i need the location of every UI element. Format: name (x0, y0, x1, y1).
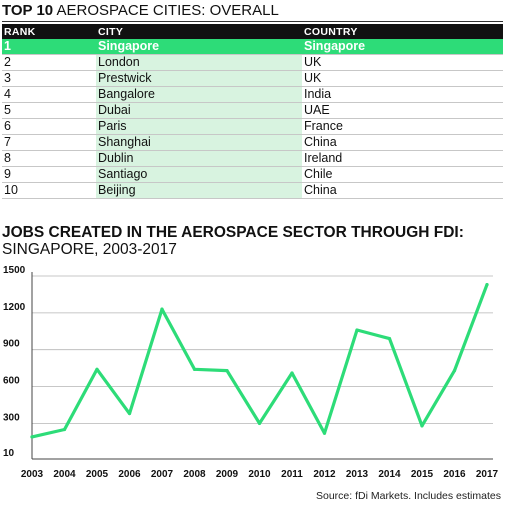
table-row: 7 Shanghai China (2, 134, 503, 151)
table-title-rest: AEROSPACE CITIES: OVERALL (56, 2, 279, 19)
table-title: TOP 10 AEROSPACE CITIES: OVERALL (2, 1, 279, 21)
city-cell: Bangalore (96, 86, 244, 103)
table-row: 4 Bangalore India (2, 86, 503, 103)
y-tick-label: 300 (3, 412, 20, 423)
country-cell: France (302, 118, 503, 135)
x-tick-label: 2015 (411, 469, 434, 480)
x-tick-label: 2011 (281, 469, 303, 480)
title-rule (2, 21, 503, 22)
x-tick-label: 2008 (183, 469, 206, 480)
table-header-row: RANK CITY COUNTRY (2, 24, 503, 39)
city-cell: London (96, 54, 244, 71)
data-point (225, 368, 229, 373)
x-tick-label: 2007 (151, 469, 174, 480)
country-cell: UAE (302, 102, 503, 119)
data-point (62, 427, 67, 432)
country-cell: UK (302, 54, 503, 71)
y-tick-label: 1500 (3, 265, 26, 276)
data-point (290, 371, 294, 375)
rank-cell: 4 (2, 86, 96, 103)
city-cell: Santiago (96, 166, 244, 183)
table-row: 6 Paris France (2, 118, 503, 135)
table-row: 8 Dublin Ireland (2, 150, 503, 167)
header-rank: RANK (2, 24, 96, 39)
data-point (160, 307, 164, 311)
rank-cell: 7 (2, 134, 96, 151)
data-point (485, 282, 489, 287)
city-cell: Dublin (96, 150, 244, 167)
data-point (127, 411, 132, 416)
x-tick-label: 2016 (443, 469, 466, 480)
x-tick-label: 2017 (476, 469, 499, 480)
y-tick-label: 600 (3, 376, 20, 387)
x-tick-label: 2006 (118, 469, 141, 480)
country-cell: India (302, 86, 503, 103)
x-tick-label: 2014 (378, 469, 401, 480)
table-row: 10 Beijing China (2, 182, 503, 199)
chart-subtitle: SINGAPORE, 2003-2017 (2, 241, 177, 258)
data-point (322, 431, 327, 435)
rank-cell: 1 (2, 39, 96, 55)
table-row: 2 London UK (2, 54, 503, 71)
x-tick-label: 2005 (86, 469, 109, 480)
line-chart: 10 300 600 900 1200 1500 2003 2004 2005 2006 2007 2… (3, 265, 499, 480)
data-point (387, 337, 392, 341)
y-tick-label: 900 (3, 339, 20, 350)
header-city: CITY (96, 24, 244, 39)
source-note: Source: fDi Markets. Includes estimates (316, 490, 501, 502)
x-tick-label: 2009 (216, 469, 239, 480)
data-point (420, 424, 424, 428)
header-country: COUNTRY (302, 24, 503, 39)
series-line (30, 283, 489, 439)
country-cell: UK (302, 70, 503, 87)
rank-cell: 5 (2, 102, 96, 119)
city-cell: Beijing (96, 182, 244, 199)
rank-table: RANK CITY COUNTRY 1 Singapore Singapore 2 Lo… (2, 24, 503, 199)
table-title-bold: TOP 10 (2, 2, 54, 19)
rank-cell: 3 (2, 70, 96, 87)
rank-cell: 9 (2, 166, 96, 183)
x-tick-label: 2004 (53, 469, 76, 480)
data-point (452, 368, 457, 373)
rank-cell: 2 (2, 54, 96, 71)
chart-title: JOBS CREATED IN THE AEROSPACE SECTOR THR… (2, 224, 464, 241)
rank-cell: 8 (2, 150, 96, 167)
country-cell: China (302, 182, 503, 199)
city-cell: Paris (96, 118, 244, 135)
city-cell: Singapore (96, 39, 244, 55)
x-tick-label: 2013 (346, 469, 369, 480)
x-tick-label: 2012 (313, 469, 336, 480)
rank-cell: 10 (2, 182, 96, 199)
city-cell: Dubai (96, 102, 244, 119)
y-tick-label: 1200 (3, 302, 26, 313)
table-row: 9 Santiago Chile (2, 166, 503, 183)
x-tick-label: 2010 (248, 469, 271, 480)
rank-cell: 6 (2, 118, 96, 135)
country-cell: Ireland (302, 150, 503, 167)
data-point (192, 367, 197, 371)
data-point (257, 421, 262, 425)
table-row: 3 Prestwick UK (2, 70, 503, 87)
data-point (30, 435, 34, 439)
table-row: 5 Dubai UAE (2, 102, 503, 119)
country-cell: China (302, 134, 503, 151)
y-tick-label: 10 (3, 448, 15, 459)
x-tick-label: 2003 (21, 469, 44, 480)
data-point (355, 328, 359, 332)
country-cell: Chile (302, 166, 503, 183)
table-row: 1 Singapore Singapore (2, 39, 503, 55)
city-cell: Shanghai (96, 134, 244, 151)
city-cell: Prestwick (96, 70, 244, 87)
data-point (95, 367, 99, 371)
country-cell: Singapore (302, 39, 503, 55)
